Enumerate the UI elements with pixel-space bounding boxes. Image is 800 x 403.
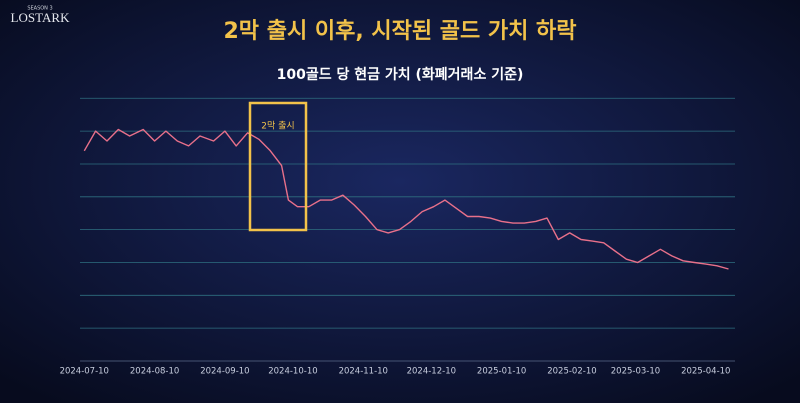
- x-tick-label: 2024-09-10: [200, 367, 249, 377]
- x-tick-label: 2024-07-10: [60, 367, 109, 377]
- logo-name: LOSTARK: [11, 10, 71, 25]
- x-tick-label: 2024-08-10: [130, 367, 179, 377]
- chart-title: 2막 출시 이후, 시작된 골드 가치 하락: [224, 19, 577, 44]
- x-tick-label: 2025-03-10: [611, 367, 660, 377]
- logo-season: SEASON 3: [27, 6, 52, 12]
- data-line: [83, 128, 729, 270]
- annotation-label: 2막 출시: [261, 121, 294, 132]
- x-tick-label: 2024-12-10: [407, 367, 456, 377]
- x-tick-label: 2024-11-10: [339, 367, 388, 377]
- chart-subtitle: 100골드 당 현금 가치 (화폐거래소 기준): [277, 66, 524, 83]
- annotation-box: [248, 101, 308, 232]
- x-tick-label: 2024-10-10: [268, 367, 317, 377]
- x-tick-label: 2025-02-10: [547, 367, 596, 377]
- x-tick-label: 2025-01-10: [477, 367, 526, 377]
- x-tick-label: 2025-04-10: [681, 367, 730, 377]
